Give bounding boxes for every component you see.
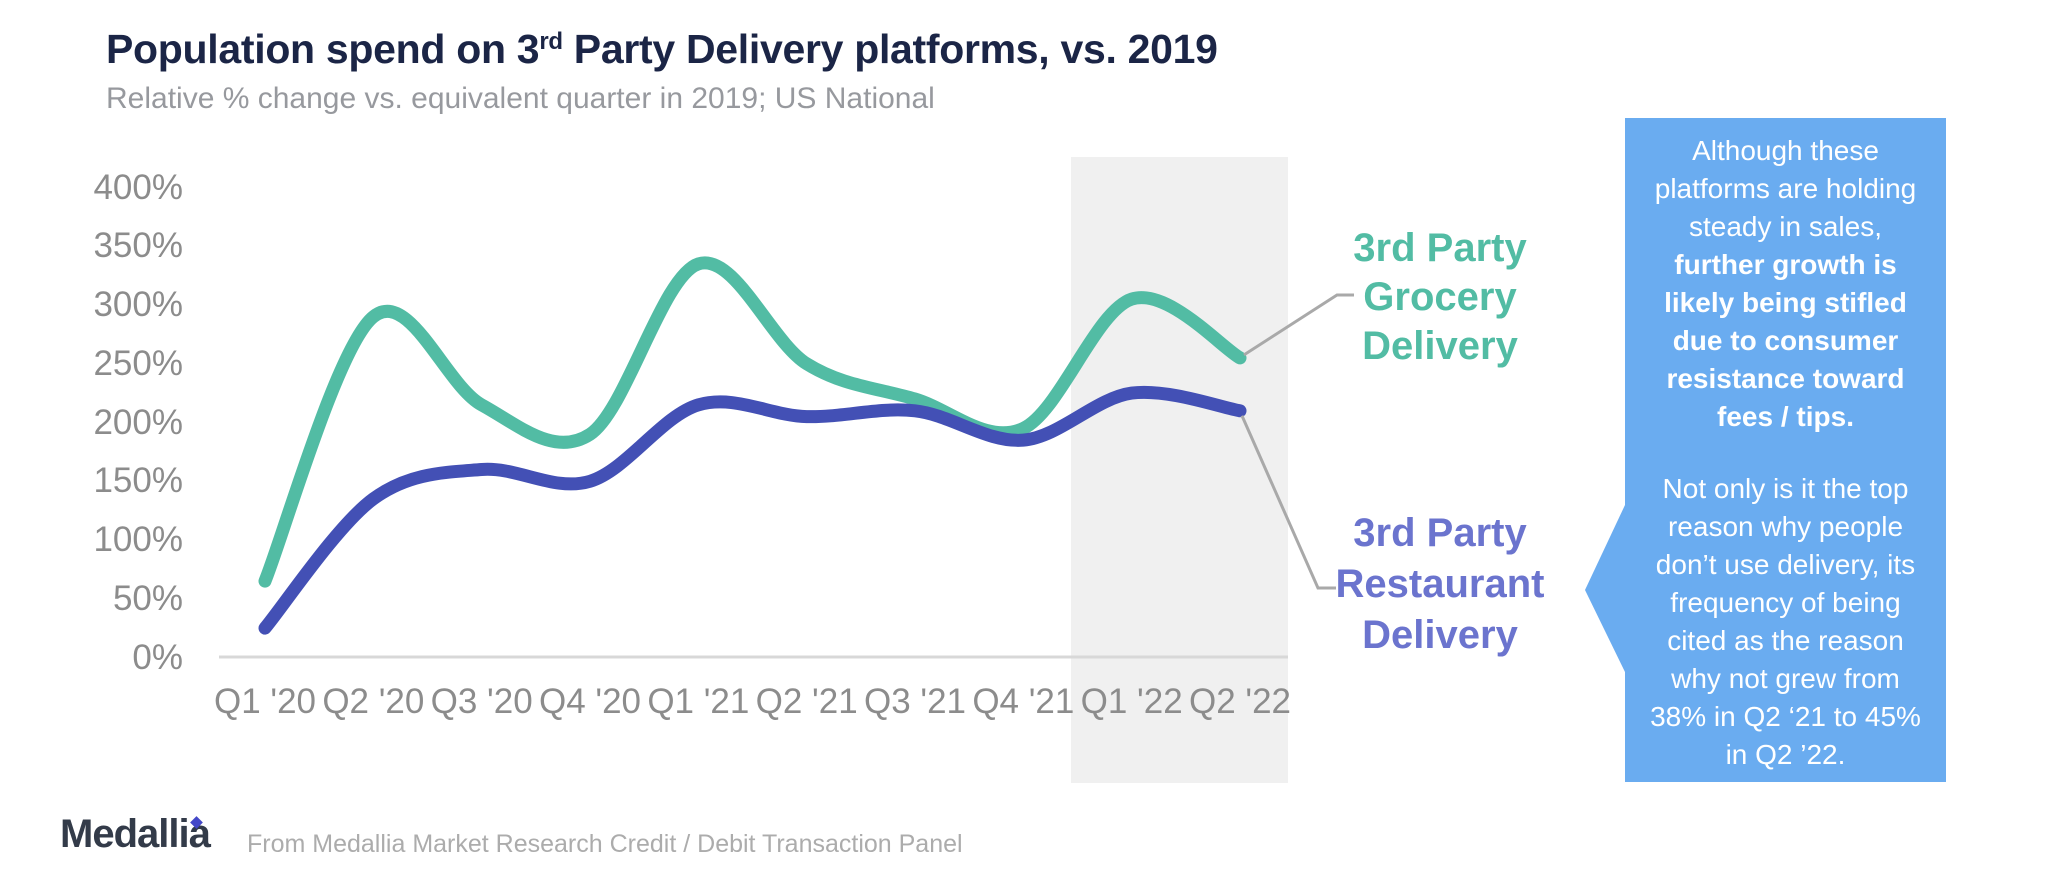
y-tick-label: 400% [93, 167, 183, 207]
x-tick-label: Q4 '21 [972, 682, 1075, 721]
x-tick-label: Q2 '21 [755, 682, 858, 721]
y-tick-label: 200% [93, 402, 183, 442]
highlight-band-q1q2-22 [1071, 157, 1288, 783]
x-tick-label: Q1 '22 [1080, 682, 1183, 721]
x-tick-label: Q2 '20 [322, 682, 425, 721]
page-title: Population spend on 3rd Party Delivery p… [106, 26, 1218, 73]
title-text: Population spend on 3 [106, 26, 540, 72]
legend-grocery-line3: Delivery [1362, 324, 1518, 368]
grocery-connector-line [1243, 293, 1354, 357]
legend-restaurant-line2: Restaurant [1335, 562, 1545, 606]
y-axis: 400% 350% 300% 250% 200% 150% 100% 50% 0% [0, 0, 183, 896]
callout-paragraph-2: Not only is it the top reason why people… [1650, 473, 1921, 770]
page-subtitle: Relative % change vs. equivalent quarter… [106, 82, 935, 115]
legend-restaurant-delivery: 3rd Party Restaurant Delivery [1308, 508, 1572, 661]
x-tick-label: Q1 '21 [647, 682, 750, 721]
y-tick-label: 300% [93, 285, 183, 324]
y-tick-label: 50% [112, 578, 183, 618]
x-tick-label: Q3 '20 [430, 682, 533, 721]
restaurant-connector-line [1240, 415, 1336, 590]
legend-grocery-delivery: 3rd Party Grocery Delivery [1320, 224, 1560, 371]
legend-grocery-line2: Grocery [1363, 275, 1517, 319]
x-tick-label: Q4 '20 [538, 682, 642, 721]
restaurant-series-line [258, 385, 1247, 635]
y-tick-label: 250% [93, 343, 183, 383]
x-tick-label: Q1 '20 [213, 682, 317, 721]
grocery-series-line [258, 256, 1247, 588]
callout-p1-bold: further growth is likely being stifled d… [1664, 249, 1907, 432]
legend-restaurant-line1: 3rd Party [1353, 511, 1527, 555]
x-tick-label: Q2 '22 [1188, 682, 1292, 721]
source-note: From Medallia Market Research Credit / D… [247, 830, 963, 858]
title-text-cont: Party Delivery platforms, vs. 2019 [562, 26, 1218, 72]
y-tick-label: 0% [132, 637, 183, 677]
medallia-logo: Medallia [60, 812, 211, 857]
title-superscript: rd [539, 28, 563, 55]
y-tick-label: 350% [93, 226, 183, 266]
callout-p1-regular: Although these platforms are holding ste… [1654, 135, 1917, 242]
y-tick-label: 150% [93, 461, 183, 501]
callout-paragraph-1: Although these platforms are holding ste… [1641, 132, 1930, 436]
legend-grocery-line1: 3rd Party [1353, 226, 1527, 270]
y-tick-label: 100% [93, 520, 183, 559]
x-tick-label: Q3 '21 [863, 682, 967, 721]
medallia-logo-text: Medallia [60, 812, 211, 856]
legend-restaurant-line3: Delivery [1362, 613, 1518, 657]
insight-callout: Although these platforms are holding ste… [1585, 118, 1946, 782]
